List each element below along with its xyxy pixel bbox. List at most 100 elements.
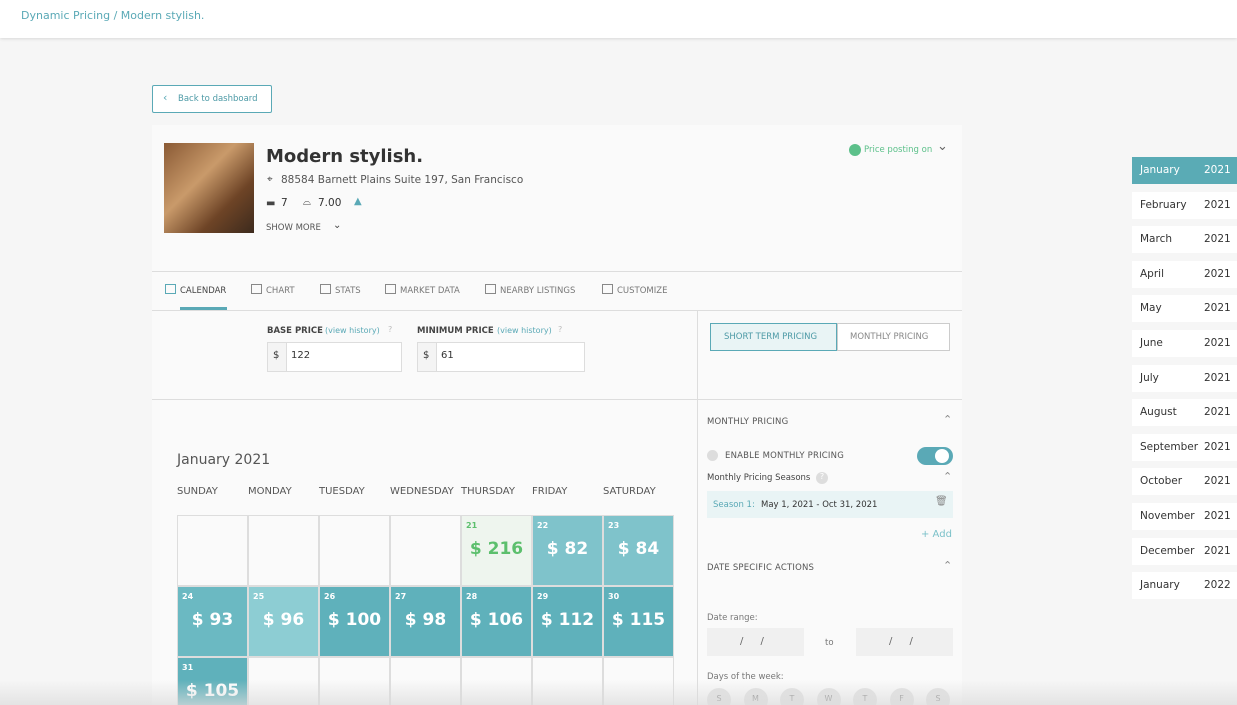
tab-icon <box>485 284 496 294</box>
day-price: $ 84 <box>617 539 660 559</box>
bath-icon: ⌓ <box>303 197 311 208</box>
month-row[interactable] <box>1132 191 1237 219</box>
day-cell[interactable] <box>248 586 319 657</box>
month-row[interactable] <box>1132 260 1237 288</box>
day-cell[interactable] <box>319 586 390 657</box>
weekday: MONDAY <box>248 486 292 497</box>
month-row[interactable] <box>1132 433 1237 461</box>
currency-box <box>267 342 287 372</box>
add-season[interactable]: + Add <box>921 529 952 540</box>
tab[interactable]: NEARBY LISTINGS <box>500 286 576 296</box>
tab-icon <box>165 284 176 294</box>
collapse[interactable]: ⌃ <box>943 413 953 426</box>
month-name: August <box>1140 406 1177 419</box>
season-label: Season 1: <box>713 500 755 510</box>
day-price: $ 96 <box>262 610 305 630</box>
day-cell[interactable] <box>390 586 461 657</box>
month-year: 2021 <box>1204 510 1231 522</box>
month-row[interactable] <box>1132 572 1237 600</box>
divider <box>152 271 962 272</box>
breadcrumb[interactable]: Dynamic Pricing / Modern stylish. <box>21 9 205 22</box>
day-number: 23 <box>608 521 620 530</box>
weekday: FRIDAY <box>532 486 568 497</box>
month-row[interactable] <box>1132 157 1237 184</box>
day-cell <box>319 515 390 586</box>
month-year: 2021 <box>1204 337 1231 349</box>
status[interactable]: Price posting on <box>864 145 933 155</box>
history-link[interactable]: (view history) <box>497 326 552 335</box>
weekday: SUNDAY <box>177 486 218 497</box>
mode-active[interactable] <box>710 323 837 351</box>
day-cell[interactable] <box>461 586 532 657</box>
day-price: $ 93 <box>191 610 234 630</box>
type-icon: ▲ <box>354 196 362 207</box>
tab[interactable]: MARKET DATA <box>400 286 460 296</box>
day-number: 28 <box>466 592 478 601</box>
divider <box>697 311 698 705</box>
price-value: 61 <box>441 350 454 361</box>
month-name: January <box>1140 164 1180 176</box>
month-row[interactable] <box>1132 537 1237 565</box>
day-price: $ 112 <box>540 610 595 630</box>
mode-short-term: SHORT TERM PRICING <box>724 332 818 342</box>
address: 88584 Barnett Plains Suite 197, San Fran… <box>281 174 524 186</box>
currency-box <box>417 342 437 372</box>
tab[interactable]: STATS <box>335 286 361 296</box>
back-button[interactable] <box>152 85 272 113</box>
day-cell[interactable] <box>532 515 603 586</box>
weekday: SATURDAY <box>603 486 656 497</box>
day-cell[interactable] <box>177 586 248 657</box>
collapse[interactable]: ⌃ <box>943 559 953 572</box>
help[interactable]: ? <box>388 325 393 334</box>
date-input[interactable] <box>856 628 953 656</box>
date-placeholder: / / <box>889 636 913 647</box>
month-name: February <box>1140 198 1187 211</box>
month-row[interactable] <box>1132 226 1237 254</box>
collapse[interactable]: ⌃ <box>943 470 953 483</box>
divider <box>152 399 962 400</box>
day-number: 27 <box>395 592 407 601</box>
back-chevron: ‹ <box>163 91 168 104</box>
delete[interactable]: 🗑 <box>935 496 948 507</box>
tab[interactable]: CUSTOMIZE <box>617 286 668 296</box>
price-input[interactable] <box>417 342 585 372</box>
day-cell[interactable] <box>461 515 532 586</box>
date-input[interactable] <box>707 628 804 656</box>
month-year: 2021 <box>1204 198 1231 211</box>
history-link[interactable]: (view history) <box>325 326 380 335</box>
mode-inactive[interactable] <box>837 323 950 351</box>
month-row[interactable] <box>1132 364 1237 392</box>
month-row[interactable] <box>1132 468 1237 496</box>
month-name: December <box>1140 544 1195 557</box>
show-more[interactable]: SHOW MORE <box>266 223 321 233</box>
tab[interactable]: CHART <box>266 286 295 296</box>
tab-icon <box>385 284 396 294</box>
day-cell <box>177 515 248 586</box>
date-placeholder: / / <box>740 636 764 647</box>
mode-monthly: MONTHLY PRICING <box>850 332 929 342</box>
divider <box>152 310 962 311</box>
help[interactable]: ? <box>816 472 828 484</box>
month-name: May <box>1140 302 1162 315</box>
month-year: 2021 <box>1204 406 1231 419</box>
day-number: 26 <box>324 592 336 601</box>
month-year: 2021 <box>1204 267 1231 280</box>
day-price: $ 100 <box>327 610 382 630</box>
price-input[interactable] <box>267 342 402 372</box>
month-row[interactable] <box>1132 295 1237 323</box>
day-cell[interactable] <box>603 586 674 657</box>
day-cell <box>390 515 461 586</box>
help[interactable]: ? <box>558 325 563 334</box>
day-cell[interactable] <box>532 586 603 657</box>
day-number: 29 <box>537 592 549 601</box>
month-row[interactable] <box>1132 503 1237 530</box>
month-row[interactable] <box>1132 330 1237 357</box>
price-label: BASE PRICE <box>267 326 323 336</box>
tab[interactable]: CALENDAR <box>180 286 227 296</box>
month-name: June <box>1140 337 1163 349</box>
seasons-label: Monthly Pricing Seasons <box>707 473 811 483</box>
day-cell[interactable] <box>603 515 674 586</box>
pin-icon: ⌖ <box>267 174 273 185</box>
back-label: Back to dashboard <box>178 94 258 104</box>
month-row[interactable] <box>1132 399 1237 427</box>
